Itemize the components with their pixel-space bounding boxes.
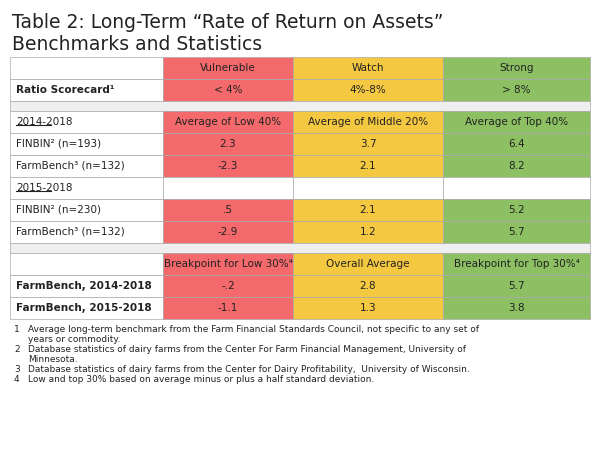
Text: FarmBench, 2014-2018: FarmBench, 2014-2018 (16, 281, 152, 291)
Bar (293, 253, 443, 275)
Text: Strong: Strong (499, 63, 534, 73)
Text: -.2: -.2 (221, 281, 235, 291)
Text: 1: 1 (14, 325, 20, 334)
Text: years or commodity.: years or commodity. (28, 335, 121, 344)
Bar (10, 79, 163, 101)
Text: 5.2: 5.2 (508, 205, 525, 215)
Text: Table 2: Long-Term “Rate of Return on Assets”: Table 2: Long-Term “Rate of Return on As… (12, 13, 443, 32)
Text: > 8%: > 8% (502, 85, 531, 95)
Text: Breakpoint for Top 30%⁴: Breakpoint for Top 30%⁴ (454, 259, 580, 269)
Text: -2.9: -2.9 (218, 227, 238, 237)
Text: Overall Average: Overall Average (326, 259, 410, 269)
Bar (163, 111, 293, 133)
Bar (10, 57, 163, 79)
Text: Breakpoint for Low 30%⁴: Breakpoint for Low 30%⁴ (164, 259, 292, 269)
Bar (293, 79, 443, 101)
Bar (10, 111, 163, 133)
Bar (443, 111, 590, 133)
Text: 5.7: 5.7 (508, 281, 525, 291)
Text: 2.8: 2.8 (359, 281, 376, 291)
Bar (443, 253, 590, 275)
Text: 2015-2018: 2015-2018 (16, 183, 73, 193)
Text: 2.1: 2.1 (359, 205, 376, 215)
Text: Average of Middle 20%: Average of Middle 20% (308, 117, 428, 127)
Text: Average of Top 40%: Average of Top 40% (465, 117, 568, 127)
Bar (293, 275, 443, 297)
Bar (443, 275, 590, 297)
Bar (10, 133, 163, 155)
Text: Vulnerable: Vulnerable (200, 63, 256, 73)
Text: 6.4: 6.4 (508, 139, 525, 149)
Text: 8.2: 8.2 (508, 161, 525, 171)
Bar (293, 133, 443, 155)
Bar (10, 297, 163, 319)
Text: FarmBench³ (n=132): FarmBench³ (n=132) (16, 161, 125, 171)
Bar (443, 297, 590, 319)
Text: -2.3: -2.3 (218, 161, 238, 171)
Text: Minnesota.: Minnesota. (28, 355, 77, 364)
Bar (163, 199, 293, 221)
Text: Watch: Watch (352, 63, 384, 73)
Text: -1.1: -1.1 (218, 303, 238, 313)
Bar (443, 79, 590, 101)
Bar (10, 243, 590, 253)
Text: Database statistics of dairy farms from the Center For Farm Financial Management: Database statistics of dairy farms from … (28, 345, 466, 354)
Text: 2014-2018: 2014-2018 (16, 117, 73, 127)
Bar (293, 177, 443, 199)
Text: 5.7: 5.7 (508, 227, 525, 237)
Bar (163, 79, 293, 101)
Text: Benchmarks and Statistics: Benchmarks and Statistics (12, 35, 262, 54)
Bar (163, 57, 293, 79)
Text: FINBIN² (n=230): FINBIN² (n=230) (16, 205, 101, 215)
Text: Database statistics of dairy farms from the Center for Dairy Profitability,  Uni: Database statistics of dairy farms from … (28, 365, 470, 374)
Bar (443, 199, 590, 221)
Text: 1.2: 1.2 (359, 227, 376, 237)
Bar (10, 253, 163, 275)
Bar (443, 221, 590, 243)
Text: 3: 3 (14, 365, 20, 374)
Bar (163, 133, 293, 155)
Text: FarmBench, 2015-2018: FarmBench, 2015-2018 (16, 303, 152, 313)
Bar (443, 57, 590, 79)
Bar (10, 101, 590, 111)
Bar (10, 275, 163, 297)
Text: Average of Low 40%: Average of Low 40% (175, 117, 281, 127)
Text: 2: 2 (14, 345, 20, 354)
Text: 2.1: 2.1 (359, 161, 376, 171)
Text: < 4%: < 4% (214, 85, 242, 95)
Bar (443, 133, 590, 155)
Bar (293, 111, 443, 133)
Bar (443, 177, 590, 199)
Text: Average long-term benchmark from the Farm Financial Standards Council, not speci: Average long-term benchmark from the Far… (28, 325, 479, 334)
Bar (293, 221, 443, 243)
Text: 4: 4 (14, 375, 20, 384)
Bar (163, 177, 293, 199)
Bar (293, 155, 443, 177)
Text: 1.3: 1.3 (359, 303, 376, 313)
Text: 3.7: 3.7 (359, 139, 376, 149)
Bar (163, 221, 293, 243)
Bar (163, 275, 293, 297)
Bar (10, 221, 163, 243)
Bar (10, 155, 163, 177)
Bar (293, 57, 443, 79)
Bar (163, 253, 293, 275)
Bar (10, 177, 163, 199)
Bar (10, 199, 163, 221)
Text: 3.8: 3.8 (508, 303, 525, 313)
Bar (163, 155, 293, 177)
Text: 2.3: 2.3 (220, 139, 236, 149)
Text: Ratio Scorecard¹: Ratio Scorecard¹ (16, 85, 115, 95)
Text: FarmBench³ (n=132): FarmBench³ (n=132) (16, 227, 125, 237)
Bar (163, 297, 293, 319)
Text: .5: .5 (223, 205, 233, 215)
Bar (443, 155, 590, 177)
Bar (293, 199, 443, 221)
Text: Low and top 30% based on average minus or plus a half standard deviation.: Low and top 30% based on average minus o… (28, 375, 374, 384)
Text: 4%-8%: 4%-8% (350, 85, 386, 95)
Text: FINBIN² (n=193): FINBIN² (n=193) (16, 139, 101, 149)
Bar (293, 297, 443, 319)
